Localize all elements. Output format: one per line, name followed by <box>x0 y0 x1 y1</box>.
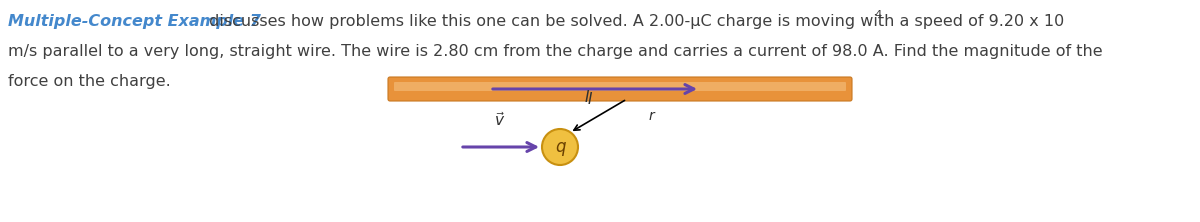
Text: Multiple-Concept Example 7: Multiple-Concept Example 7 <box>8 14 260 29</box>
Text: discusses how problems like this one can be solved. A 2.00-μC charge is moving w: discusses how problems like this one can… <box>204 14 1064 29</box>
FancyBboxPatch shape <box>388 77 852 101</box>
Text: I: I <box>584 90 589 105</box>
Text: $\vec{v}$: $\vec{v}$ <box>494 111 505 129</box>
Text: m/s parallel to a very long, straight wire. The wire is 2.80 cm from the charge : m/s parallel to a very long, straight wi… <box>8 44 1103 59</box>
FancyBboxPatch shape <box>394 82 846 91</box>
Circle shape <box>542 129 578 165</box>
Text: q: q <box>554 138 565 156</box>
Text: 4: 4 <box>874 10 882 20</box>
Text: force on the charge.: force on the charge. <box>8 74 170 89</box>
Text: r: r <box>649 109 655 123</box>
Text: I: I <box>588 92 593 107</box>
